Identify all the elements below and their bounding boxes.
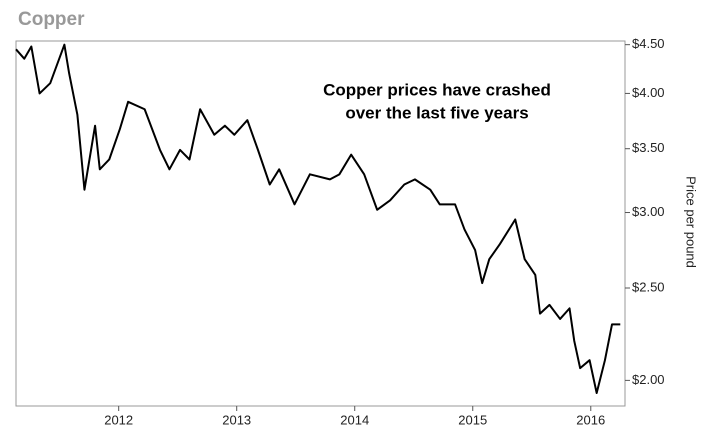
y-tick-label: $4.50	[632, 36, 665, 51]
y-tick-label: $3.00	[632, 204, 665, 219]
annotation: over the last five years	[345, 103, 528, 122]
y-tick-label: $2.50	[632, 279, 665, 294]
price-line	[15, 43, 621, 394]
y-tick-label: $2.00	[632, 372, 665, 387]
annotation: Copper prices have crashed	[323, 80, 551, 99]
plot-frame	[15, 40, 626, 407]
x-tick-label: 2015	[458, 412, 487, 427]
x-tick-label: 2016	[576, 412, 605, 427]
y-tick-label: $3.50	[632, 140, 665, 155]
y-axis-label: Price per pound	[684, 176, 699, 268]
y-tick-label: $4.00	[632, 85, 665, 100]
x-tick-label: 2012	[104, 412, 133, 427]
chart-title: Copper	[18, 9, 85, 30]
x-tick-label: 2014	[340, 412, 369, 427]
x-tick-label: 2013	[222, 412, 251, 427]
